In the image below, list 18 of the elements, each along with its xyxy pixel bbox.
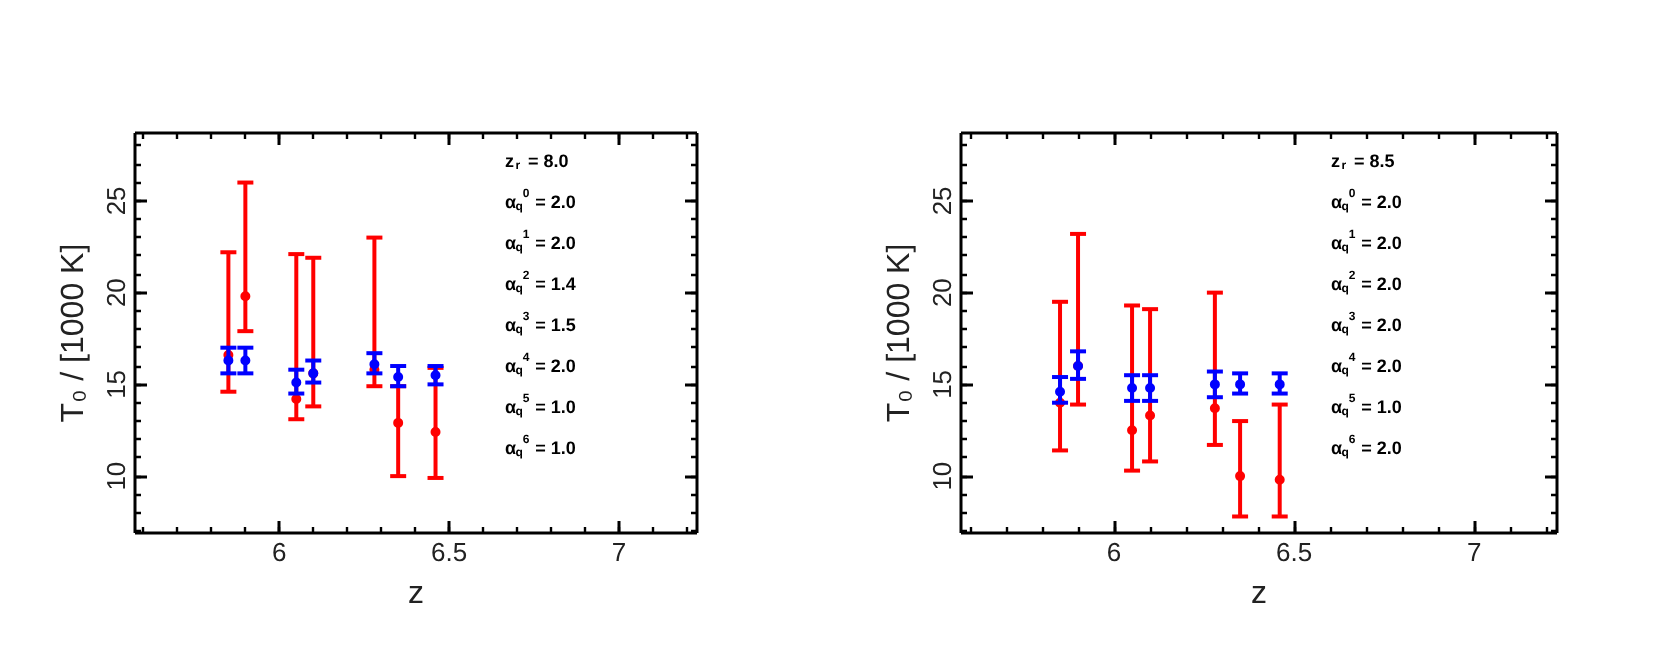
y-tick-label: 15 [927,369,957,399]
x-axis-title: z [408,577,424,611]
x-tick-label: 6 [1106,537,1122,567]
y-axis-title: T₀ / [1000 K] [883,243,917,423]
x-tick-label: 6 [272,537,287,567]
y-tick-label: 10 [927,461,957,491]
y-axis-title: T₀ / [1000 K] [57,243,91,423]
x-tick-label: 7 [611,537,627,567]
y-tick-label: 20 [101,278,131,308]
x-axis-title: z [1251,577,1267,611]
y-tick-label: 20 [927,278,957,308]
y-tick-label: 15 [101,369,131,399]
y-tick-label: 10 [101,461,131,491]
y-tick-label: 25 [927,186,957,216]
x-tick-label: 6.5 [431,537,468,567]
x-tick-label: 7 [1466,537,1482,567]
y-tick-label: 25 [101,186,131,216]
x-tick-label: 6.5 [1276,537,1313,567]
